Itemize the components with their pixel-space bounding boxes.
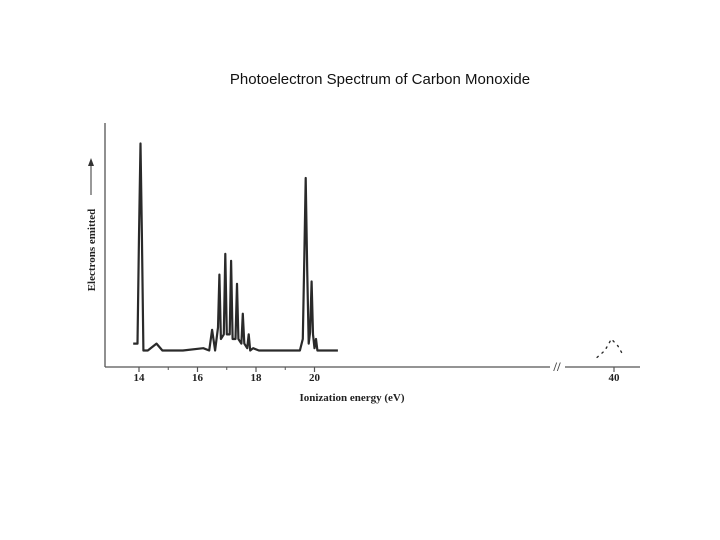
axis-break-symbol: //: [552, 359, 561, 374]
spectrum-lines: [133, 142, 624, 359]
x-axis-ticks: 14 16 18 20 40: [134, 367, 621, 384]
y-axis-arrow-icon: [88, 158, 94, 166]
x-tick-label: 20: [309, 372, 321, 384]
spectrum-series-1: [133, 142, 338, 352]
spectrum-series-2: [596, 337, 624, 359]
y-axis-label: Electrons emitted: [86, 209, 98, 292]
x-tick-label: 16: [192, 372, 204, 384]
x-axis-label: Ionization energy (eV): [299, 392, 404, 404]
x-tick-label: 18: [251, 372, 263, 384]
x-tick-label: 14: [134, 372, 146, 384]
chart-title: Photoelectron Spectrum of Carbon Monoxid…: [229, 71, 531, 88]
y-axis-label-group: Electrons emitted: [86, 209, 98, 292]
axis-break-marks: //: [552, 359, 561, 374]
x-tick-label: 40: [609, 372, 621, 384]
